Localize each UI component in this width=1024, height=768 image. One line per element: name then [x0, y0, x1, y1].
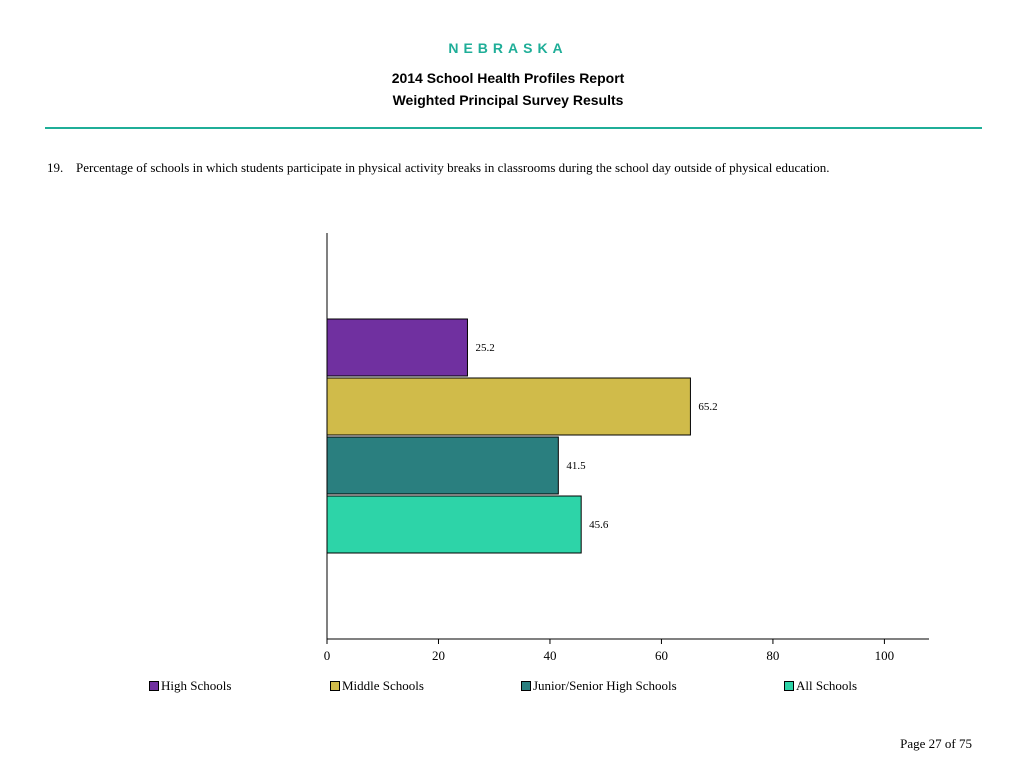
header-divider [45, 127, 982, 129]
legend-label: High Schools [161, 678, 232, 693]
x-tick-label: 20 [432, 648, 445, 663]
x-tick-label: 80 [766, 648, 779, 663]
bar-middle-schools [326, 377, 691, 436]
question-text: Percentage of schools in which students … [76, 160, 830, 175]
question-number: 19. [47, 160, 64, 175]
question: 19. Percentage of schools in which studen… [47, 160, 1007, 176]
legend-swatch [149, 681, 159, 691]
legend-swatch [330, 681, 340, 691]
bar-high-schools [326, 318, 468, 377]
legend-item: High Schools [149, 678, 231, 694]
bar-all-schools [326, 495, 582, 554]
x-tick-label: 60 [655, 648, 668, 663]
legend-item: Middle Schools [330, 678, 424, 694]
x-tick-label: 40 [543, 648, 556, 663]
legend-swatch [521, 681, 531, 691]
state-heading: NEBRASKA [448, 40, 568, 56]
bar-junior-senior-high-schools [326, 436, 559, 495]
legend-label: Junior/Senior High Schools [533, 678, 677, 693]
data-label: 65.2 [698, 401, 717, 413]
data-label: 25.2 [475, 342, 494, 354]
legend-label: Middle Schools [342, 678, 424, 693]
legend-swatch [784, 681, 794, 691]
legend-label: All Schools [796, 678, 858, 693]
data-label: 45.6 [589, 519, 609, 531]
legend-item: All Schools [784, 678, 857, 694]
data-label: 41.5 [566, 460, 586, 472]
x-tick-label: 0 [324, 648, 331, 663]
legend-item: Junior/Senior High Schools [521, 678, 677, 694]
report-subtitle: Weighted Principal Survey Results [392, 92, 624, 108]
report-title: 2014 School Health Profiles Report [391, 70, 625, 86]
page-number: Page 27 of 75 [900, 736, 972, 751]
x-tick-label: 100 [875, 648, 895, 663]
